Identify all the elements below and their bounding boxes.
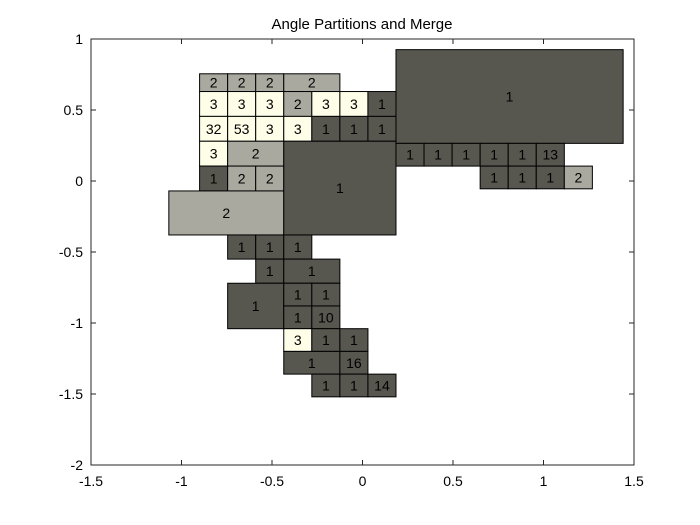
cell-label-22: 2 bbox=[266, 171, 274, 187]
chart-title: Angle Partitions and Merge bbox=[272, 16, 453, 33]
cell-label-16: 1 bbox=[350, 121, 358, 137]
x-tick-label-0: -1.5 bbox=[79, 473, 103, 489]
cell-38 bbox=[283, 234, 313, 260]
cell-label-40: 1 bbox=[308, 263, 316, 279]
cell-5 bbox=[227, 91, 257, 117]
cell-41 bbox=[227, 282, 285, 330]
cell-label-18: 3 bbox=[210, 146, 218, 162]
cell-9 bbox=[339, 91, 369, 117]
cell-label-35: 2 bbox=[574, 169, 582, 185]
cell-label-51: 1 bbox=[322, 377, 330, 393]
cell-16 bbox=[339, 115, 369, 142]
x-tick-label-3: 0 bbox=[359, 473, 367, 489]
cell-label-37: 1 bbox=[266, 239, 274, 255]
y-tick-label-5: 0.5 bbox=[64, 102, 84, 118]
cell-40 bbox=[283, 258, 341, 284]
cell-label-39: 1 bbox=[266, 263, 274, 279]
cell-label-27: 1 bbox=[434, 147, 442, 163]
x-tick-label-6: 1.5 bbox=[624, 473, 644, 489]
x-tick-label-4: 0.5 bbox=[443, 473, 463, 489]
cell-label-25: 1 bbox=[506, 89, 514, 105]
y-tick-label-0: -2 bbox=[71, 457, 84, 473]
cell-label-10: 1 bbox=[378, 96, 386, 112]
cell-label-23: 2 bbox=[222, 205, 230, 221]
cell-label-31: 13 bbox=[543, 147, 559, 163]
cell-25 bbox=[395, 49, 624, 144]
cell-label-8: 3 bbox=[322, 96, 330, 112]
cell-label-41: 1 bbox=[252, 298, 260, 314]
cell-19 bbox=[227, 140, 285, 167]
y-tick-label-2: -1 bbox=[71, 315, 84, 331]
cell-11 bbox=[199, 115, 229, 142]
cell-label-50: 16 bbox=[346, 355, 362, 371]
cell-53 bbox=[367, 373, 397, 398]
cell-15 bbox=[311, 115, 341, 142]
cell-label-12: 53 bbox=[234, 121, 250, 137]
cell-label-2: 2 bbox=[266, 75, 274, 91]
cell-36 bbox=[227, 234, 257, 260]
cell-label-36: 1 bbox=[238, 239, 246, 255]
cell-20 bbox=[199, 165, 229, 192]
cell-label-20: 1 bbox=[210, 171, 218, 187]
cell-label-5: 3 bbox=[238, 96, 246, 112]
cell-label-29: 1 bbox=[490, 147, 498, 163]
x-tick-label-5: 1 bbox=[540, 473, 548, 489]
cell-label-52: 1 bbox=[350, 377, 358, 393]
cell-22 bbox=[255, 165, 285, 192]
cell-label-45: 10 bbox=[318, 309, 334, 325]
cell-label-17: 1 bbox=[378, 121, 386, 137]
cell-37 bbox=[255, 234, 285, 260]
y-axis: -2 -1.5 -1 -0.5 0 0.5 1 bbox=[59, 31, 634, 473]
cell-label-24: 1 bbox=[336, 180, 344, 196]
cell-label-4: 3 bbox=[210, 96, 218, 112]
cell-label-32: 1 bbox=[490, 169, 498, 185]
cell-label-21: 2 bbox=[238, 171, 246, 187]
cell-label-0: 2 bbox=[210, 75, 218, 91]
cell-label-49: 1 bbox=[308, 355, 316, 371]
cell-label-38: 1 bbox=[294, 239, 302, 255]
cell-label-9: 3 bbox=[350, 96, 358, 112]
cell-label-48: 1 bbox=[350, 332, 358, 348]
cell-18 bbox=[199, 140, 229, 167]
y-tick-label-4: 0 bbox=[75, 173, 83, 189]
cell-7 bbox=[283, 91, 313, 117]
cell-label-28: 1 bbox=[462, 147, 470, 163]
cell-label-14: 3 bbox=[294, 121, 302, 137]
cell-24 bbox=[283, 140, 397, 236]
y-tick-label-6: 1 bbox=[75, 31, 83, 47]
cell-21 bbox=[227, 165, 257, 192]
cell-label-19: 2 bbox=[252, 146, 260, 162]
cell-label-46: 3 bbox=[294, 332, 302, 348]
cell-35 bbox=[563, 165, 593, 190]
x-tick-label-1: -1 bbox=[175, 473, 188, 489]
cell-label-53: 14 bbox=[374, 377, 390, 393]
cell-label-6: 3 bbox=[266, 96, 274, 112]
cell-label-13: 3 bbox=[266, 121, 274, 137]
cell-label-1: 2 bbox=[238, 75, 246, 91]
cell-label-11: 32 bbox=[206, 121, 222, 137]
cell-label-43: 1 bbox=[322, 287, 330, 303]
cell-label-34: 1 bbox=[546, 169, 554, 185]
x-tick-label-2: -0.5 bbox=[260, 473, 284, 489]
y-tick-label-3: -0.5 bbox=[59, 244, 83, 260]
cell-label-26: 1 bbox=[406, 147, 414, 163]
cell-label-33: 1 bbox=[518, 169, 526, 185]
cell-23 bbox=[168, 190, 285, 236]
cells-layer bbox=[168, 49, 624, 398]
x-axis: -1.5 -1 -0.5 0 0.5 1 1.5 bbox=[79, 39, 644, 489]
cell-label-3: 2 bbox=[308, 75, 316, 91]
cell-label-42: 1 bbox=[294, 287, 302, 303]
y-tick-label-1: -1.5 bbox=[59, 386, 83, 402]
cell-label-7: 2 bbox=[294, 96, 302, 112]
cell-label-15: 1 bbox=[322, 121, 330, 137]
cell-label-30: 1 bbox=[518, 147, 526, 163]
cell-label-47: 1 bbox=[322, 332, 330, 348]
cell-label-44: 1 bbox=[294, 309, 302, 325]
